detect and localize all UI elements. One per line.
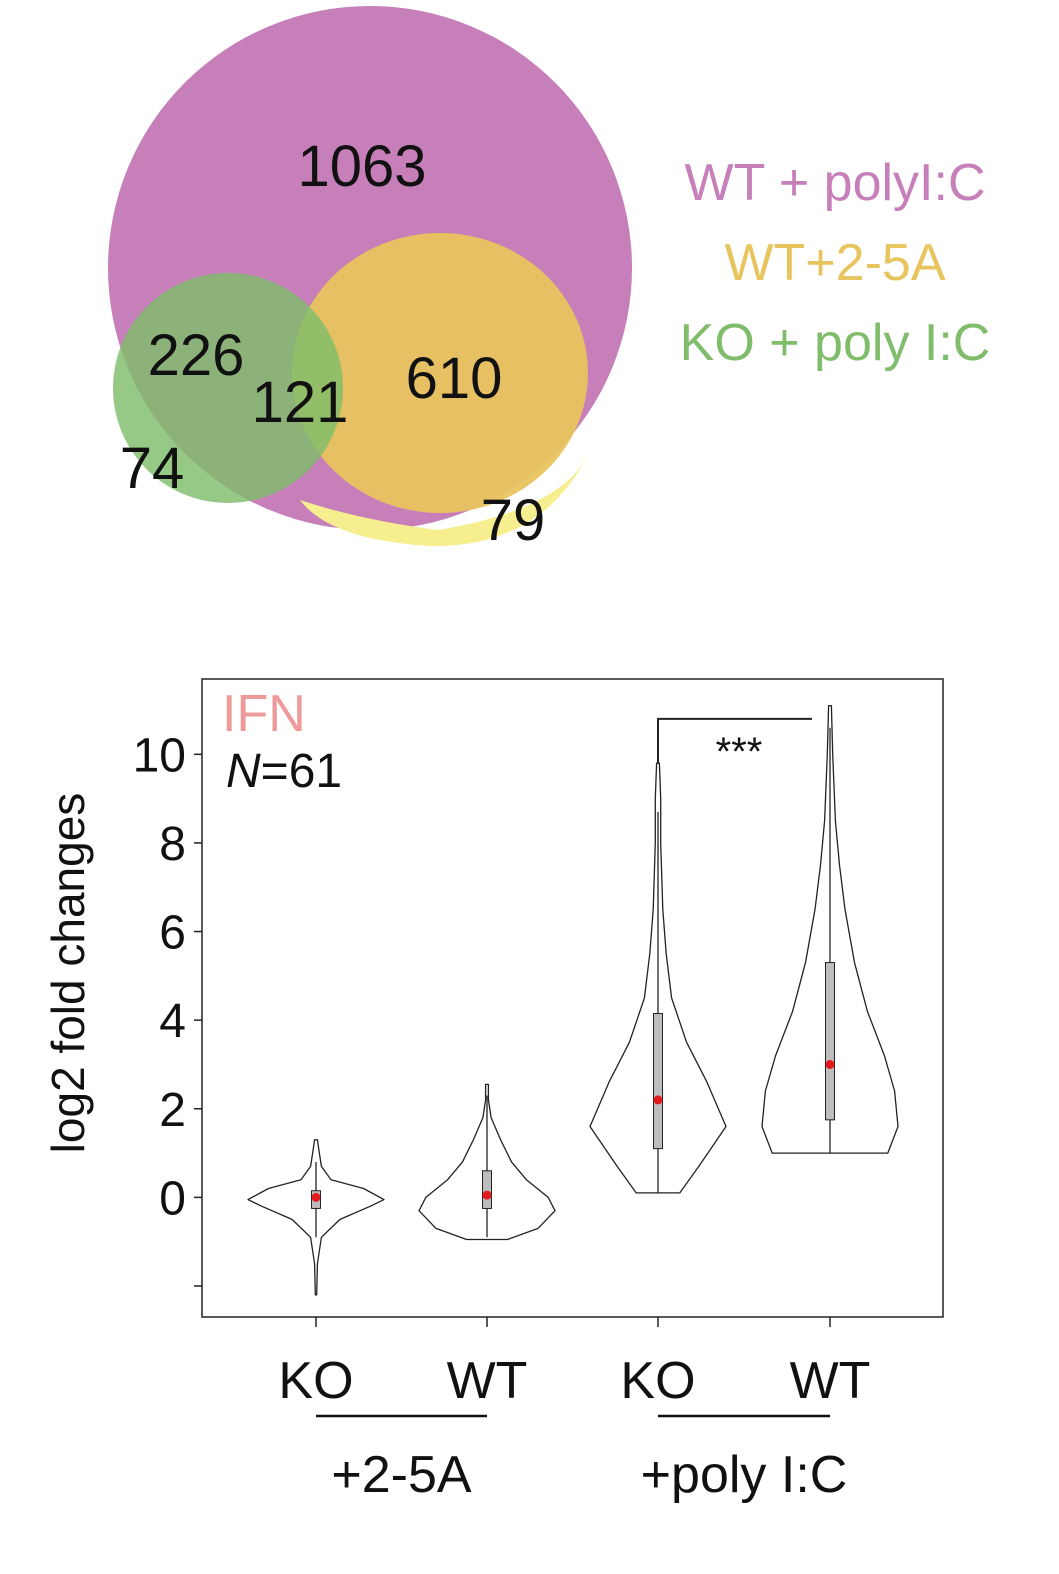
- x-axis-groups: +2-5A +poly I:C: [316, 1414, 848, 1504]
- violins: [247, 704, 899, 1296]
- x-tick-label: WT: [790, 1352, 871, 1410]
- sample-size-value: =61: [261, 745, 342, 798]
- venn-legend: WT + polyI:C WT+2-5A KO + poly I:C: [680, 154, 991, 372]
- y-tick-label: 0: [159, 1172, 186, 1225]
- venn-legend-wt-25a: WT+2-5A: [724, 234, 945, 292]
- sample-size-symbol: N: [226, 745, 261, 798]
- violin-median: [311, 1192, 321, 1202]
- venn-diagram: 1063 226 121 610 74 79: [108, 6, 632, 553]
- x-axis-ticks: KO WT KO WT: [278, 1317, 870, 1410]
- significance-bracket: ***: [657, 717, 812, 774]
- violin-median: [482, 1190, 492, 1200]
- violin-box: [482, 1170, 492, 1209]
- group-label: +poly I:C: [641, 1446, 848, 1504]
- group-label: +2-5A: [331, 1446, 472, 1504]
- violin-box: [653, 1013, 663, 1150]
- venn-count-ko-only: 74: [120, 436, 185, 501]
- significance-stars: ***: [716, 730, 763, 774]
- y-axis-label: log2 fold changes: [42, 793, 94, 1154]
- x-tick-label: KO: [278, 1352, 353, 1410]
- y-tick-label: 6: [159, 907, 186, 960]
- venn-circle-ko-polyic: [113, 273, 343, 503]
- sample-size-label: N=61: [226, 745, 342, 798]
- venn-count-wt-polyic-25a: 610: [406, 346, 503, 411]
- y-tick-label: 8: [159, 818, 186, 871]
- violin-box: [825, 962, 835, 1121]
- venn-count-ko-wt-polyic: 226: [148, 323, 245, 388]
- chart-title: IFN: [222, 685, 306, 743]
- venn-count-wt-25a-only: 79: [481, 488, 546, 553]
- venn-legend-ko-polyic: KO + poly I:C: [680, 314, 991, 372]
- venn-region-wt-25a-only: [300, 455, 588, 547]
- venn-count-wt-polyic-only: 1063: [297, 134, 426, 199]
- y-tick-label: 10: [133, 729, 186, 782]
- y-axis-ticks: 0 2 4 6 8 10: [133, 729, 202, 1287]
- venn-legend-wt-polyic: WT + polyI:C: [684, 154, 985, 212]
- venn-count-all-three: 121: [252, 370, 349, 435]
- x-tick-label: WT: [447, 1352, 528, 1410]
- significance-line: [657, 717, 812, 763]
- x-tick-label: KO: [620, 1352, 695, 1410]
- violin-median: [825, 1059, 835, 1069]
- y-tick-label: 4: [159, 995, 186, 1048]
- venn-circle-wt-25a: [292, 233, 588, 513]
- y-tick-label: 2: [159, 1084, 186, 1137]
- violin-median: [653, 1095, 663, 1105]
